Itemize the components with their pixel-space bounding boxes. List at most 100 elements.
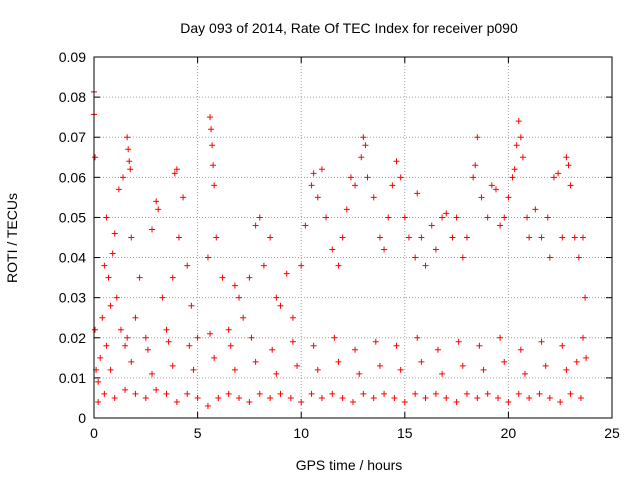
data-point — [402, 399, 408, 405]
data-point — [460, 363, 466, 369]
data-point — [180, 194, 186, 200]
data-point — [485, 214, 491, 220]
data-point — [153, 387, 159, 393]
data-point — [495, 395, 501, 401]
data-point — [319, 166, 325, 172]
data-point — [543, 363, 549, 369]
data-point — [110, 251, 116, 257]
chart-title: Day 093 of 2014, Rate Of TEC Index for r… — [180, 20, 518, 36]
data-point — [132, 315, 138, 321]
data-point — [128, 359, 134, 365]
data-point — [474, 395, 480, 401]
data-point — [551, 174, 557, 180]
y-axis-label: ROTI / TECUs — [4, 193, 20, 283]
data-point — [190, 367, 196, 373]
data-point — [578, 395, 584, 401]
data-point — [273, 371, 279, 377]
data-point — [290, 315, 296, 321]
data-point — [207, 331, 213, 337]
data-point — [143, 335, 149, 341]
data-point — [394, 158, 400, 164]
data-point — [261, 263, 267, 269]
data-point — [120, 174, 126, 180]
data-point — [176, 235, 182, 241]
data-point — [112, 230, 118, 236]
data-point — [101, 263, 107, 269]
plot-frame — [94, 57, 612, 418]
data-point — [402, 214, 408, 220]
data-point — [568, 182, 574, 188]
data-point — [501, 359, 507, 365]
data-point — [398, 367, 404, 373]
data-point — [563, 154, 569, 160]
data-point — [532, 206, 538, 212]
data-point — [352, 182, 358, 188]
data-point — [236, 395, 242, 401]
data-point — [348, 174, 354, 180]
data-point — [127, 166, 133, 172]
data-point — [284, 271, 290, 277]
data-point — [414, 335, 420, 341]
data-point — [497, 335, 503, 341]
data-point — [108, 367, 114, 373]
data-point — [159, 295, 165, 301]
data-point — [433, 391, 439, 397]
data-point — [443, 210, 449, 216]
grid-lines — [94, 57, 612, 418]
data-point — [481, 367, 487, 373]
data-point — [205, 403, 211, 409]
data-point — [414, 190, 420, 196]
data-point — [277, 391, 283, 397]
data-point — [389, 182, 395, 188]
data-point — [377, 363, 383, 369]
data-point — [188, 303, 194, 309]
data-point — [92, 327, 98, 333]
data-point — [195, 335, 201, 341]
data-point — [418, 235, 424, 241]
data-point — [456, 339, 462, 345]
data-point — [547, 255, 553, 261]
data-point — [362, 142, 368, 148]
data-point — [418, 359, 424, 365]
data-point — [474, 134, 480, 140]
data-point — [103, 214, 109, 220]
data-point — [365, 174, 371, 180]
y-tick-labels: 0 0.01 0.02 0.03 0.04 0.05 0.06 0.07 0.08 0.09 — [59, 49, 86, 426]
y-tick-label: 0.02 — [59, 330, 86, 346]
data-point — [267, 235, 273, 241]
data-point — [454, 214, 460, 220]
data-point — [95, 399, 101, 405]
data-point — [433, 247, 439, 253]
data-point — [311, 343, 317, 349]
data-point — [398, 174, 404, 180]
data-point — [381, 247, 387, 253]
data-point — [478, 194, 484, 200]
data-point — [143, 395, 149, 401]
data-point — [277, 303, 283, 309]
data-point — [298, 399, 304, 405]
data-point — [510, 174, 516, 180]
y-tick-label: 0.03 — [59, 290, 86, 306]
data-point — [563, 367, 569, 373]
data-point — [547, 395, 553, 401]
data-point — [122, 343, 128, 349]
data-point — [232, 367, 238, 373]
data-point — [423, 395, 429, 401]
x-tick-label: 25 — [604, 425, 620, 441]
data-point — [170, 275, 176, 281]
data-point — [574, 359, 580, 365]
data-point — [211, 182, 217, 188]
data-point — [516, 118, 522, 124]
data-point — [153, 198, 159, 204]
data-point — [449, 235, 455, 241]
data-point — [518, 134, 524, 140]
data-point — [501, 214, 507, 220]
data-point — [101, 391, 107, 397]
data-point — [559, 343, 565, 349]
data-point — [309, 182, 315, 188]
data-point — [269, 347, 275, 353]
data-point — [236, 295, 242, 301]
data-point — [290, 339, 296, 345]
data-point — [99, 315, 105, 321]
data-point — [267, 395, 273, 401]
